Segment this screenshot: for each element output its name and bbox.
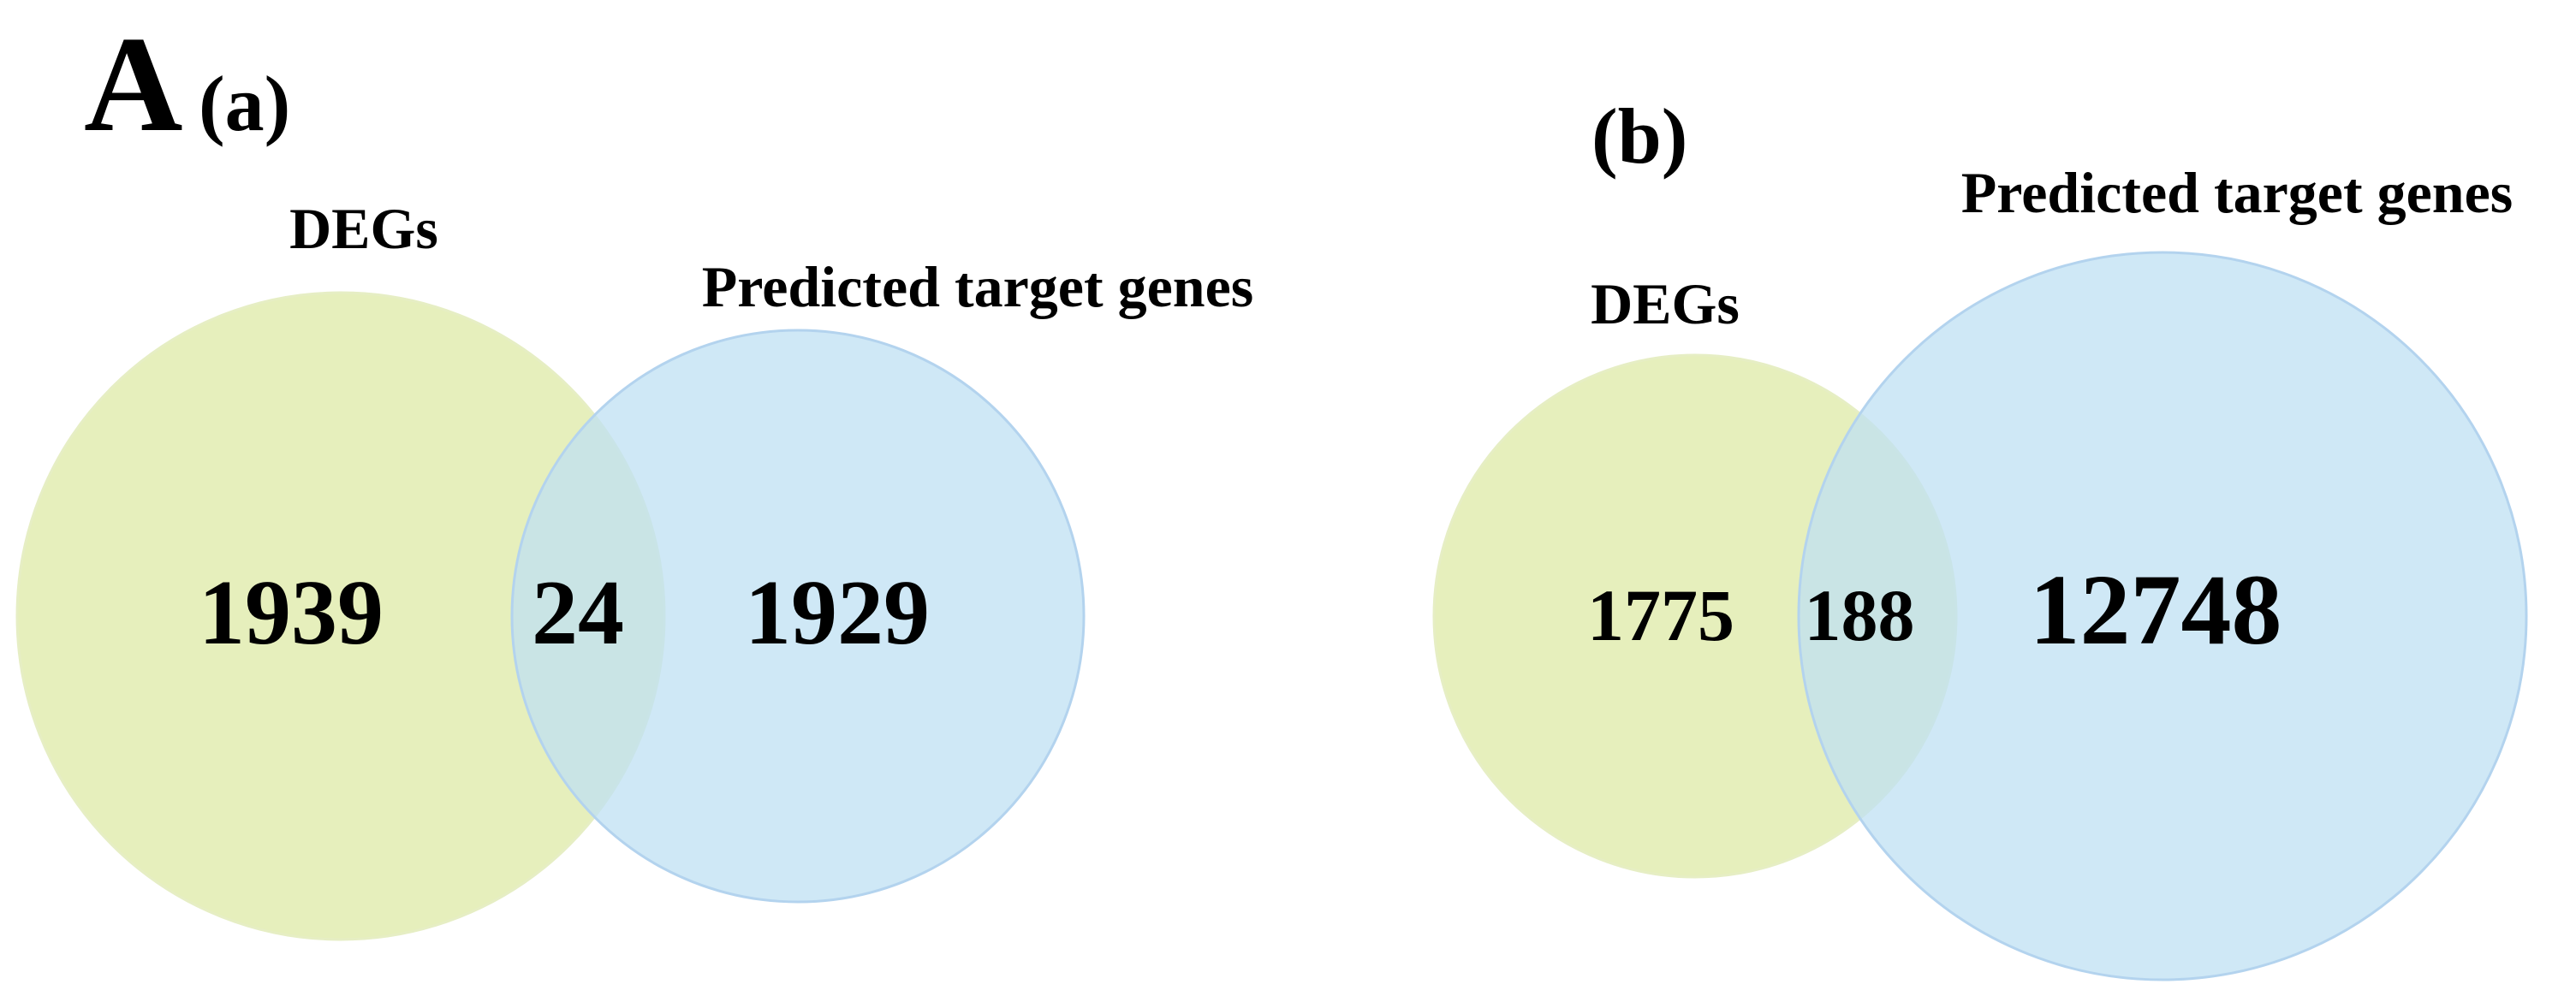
panel-label-b: (b) (1591, 92, 1687, 180)
targets-set-label-a: Predicted target genes (702, 254, 1254, 319)
degs-set-label-a: DEGs (289, 196, 438, 261)
degs-only-count-a: 1939 (199, 562, 384, 664)
venn-panel-b: (b) DEGs Predicted target genes 1775 188… (1432, 92, 2528, 981)
venn-panel-a: A (a) DEGs Predicted target genes 1939 2… (15, 8, 1254, 941)
panel-label-a: (a) (199, 60, 290, 147)
overlap-count-a: 24 (532, 562, 624, 664)
targets-only-count-b: 12748 (2030, 554, 2282, 666)
overlap-count-b: 188 (1805, 574, 1915, 656)
targets-circle-a (510, 329, 1086, 904)
targets-set-label-b: Predicted target genes (1961, 160, 2514, 225)
targets-circle-b (1797, 251, 2528, 981)
degs-only-count-b: 1775 (1587, 574, 1734, 656)
targets-only-count-a: 1929 (745, 562, 930, 664)
degs-set-label-b: DEGs (1591, 271, 1740, 336)
figure-label: A (84, 8, 183, 160)
